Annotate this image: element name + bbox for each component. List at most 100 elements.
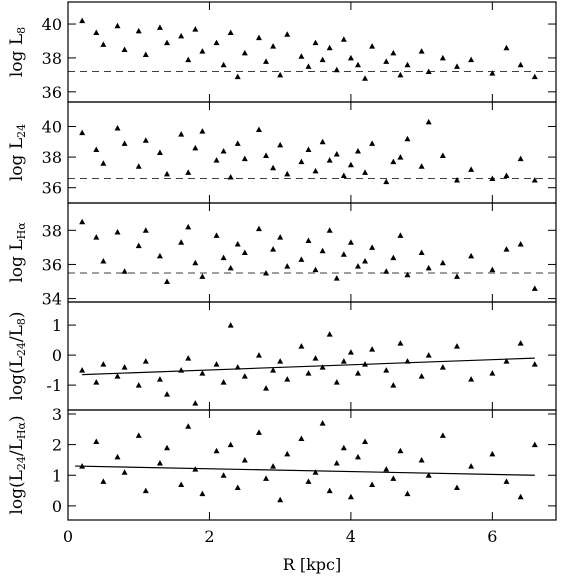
data-point: [241, 249, 248, 255]
data-point: [263, 475, 270, 481]
fit-line: [75, 465, 535, 476]
data-point: [390, 475, 397, 481]
data-point: [284, 31, 291, 37]
data-point: [93, 29, 100, 36]
data-point: [270, 43, 277, 49]
data-point: [418, 373, 425, 379]
data-point: [503, 44, 510, 51]
data-point: [347, 54, 354, 61]
data-point: [489, 266, 496, 273]
data-point: [270, 463, 277, 469]
data-point: [404, 135, 411, 142]
y-label-text: log(L: [7, 470, 27, 514]
fit-line: [82, 357, 535, 376]
data-point: [397, 71, 404, 78]
data-point: [298, 158, 305, 165]
data-point: [333, 275, 340, 281]
data-point: [369, 43, 376, 49]
data-point: [192, 144, 199, 151]
data-point: [227, 29, 234, 36]
data-point: [404, 490, 411, 497]
data-point: [199, 490, 206, 497]
data-point: [121, 469, 128, 475]
data-point: [531, 177, 538, 183]
data-point: [390, 158, 397, 165]
data-point: [220, 61, 227, 68]
data-point: [362, 361, 369, 367]
data-point: [263, 269, 270, 276]
data-point: [439, 259, 446, 266]
data-point: [199, 273, 206, 279]
data-point: [312, 355, 319, 361]
data-point: [369, 140, 376, 146]
data-point: [390, 49, 397, 56]
data-point: [489, 450, 496, 457]
data-point: [503, 246, 510, 252]
y-label-text: /L: [7, 325, 27, 342]
data-point: [326, 157, 333, 163]
y-label-text: log L: [7, 34, 27, 77]
y-axis-label: log LHα: [7, 222, 28, 283]
data-point: [489, 175, 496, 182]
data-point: [404, 358, 411, 364]
data-point: [418, 249, 425, 255]
data-point: [93, 234, 100, 240]
data-point: [185, 355, 192, 361]
data-point: [425, 352, 432, 358]
data-point: [354, 147, 361, 154]
y-tick-label: 36: [42, 255, 62, 274]
data-point: [425, 472, 432, 478]
y-tick-label: 38: [42, 221, 62, 240]
data-point: [284, 376, 291, 382]
data-point: [199, 48, 206, 54]
data-point: [213, 39, 220, 46]
data-point: [199, 128, 206, 134]
panel-frame: [67, 202, 557, 303]
data-point: [135, 163, 142, 169]
y-tick-label: 1: [52, 316, 62, 335]
y-axis-label: log L8: [7, 27, 28, 77]
data-point: [270, 246, 277, 252]
data-point: [227, 441, 234, 448]
data-point: [100, 361, 107, 367]
data-point: [135, 242, 142, 249]
y-label-subscript: Hα: [15, 421, 28, 439]
data-point: [156, 376, 163, 382]
data-point: [135, 382, 142, 388]
data-point: [192, 26, 199, 32]
data-point: [362, 438, 369, 445]
data-point: [185, 423, 192, 429]
y-label-text: ): [7, 311, 27, 318]
data-point: [517, 340, 524, 346]
data-point: [79, 367, 86, 373]
data-point: [213, 157, 220, 163]
data-point: [270, 367, 277, 373]
data-point: [397, 447, 404, 454]
data-point: [192, 400, 199, 406]
data-point: [326, 44, 333, 51]
data-point: [305, 146, 312, 152]
data-point: [234, 73, 241, 80]
data-point: [114, 229, 121, 235]
data-point: [93, 438, 100, 445]
y-label-text: log L: [7, 239, 27, 282]
data-point: [220, 379, 227, 385]
data-point: [305, 478, 312, 484]
data-point: [354, 453, 361, 460]
data-point: [326, 487, 333, 494]
data-point: [439, 364, 446, 370]
data-point: [453, 177, 460, 183]
data-point: [397, 340, 404, 346]
data-point: [156, 149, 163, 155]
data-point: [531, 361, 538, 367]
panel-frame: [67, 409, 557, 521]
data-point: [319, 364, 326, 370]
data-point: [178, 481, 185, 487]
data-point: [340, 444, 347, 451]
data-point: [263, 58, 270, 64]
data-point: [241, 373, 248, 379]
data-point: [531, 441, 538, 448]
data-point: [347, 493, 354, 500]
x-tick-label: 2: [204, 527, 214, 546]
data-point: [277, 496, 284, 503]
